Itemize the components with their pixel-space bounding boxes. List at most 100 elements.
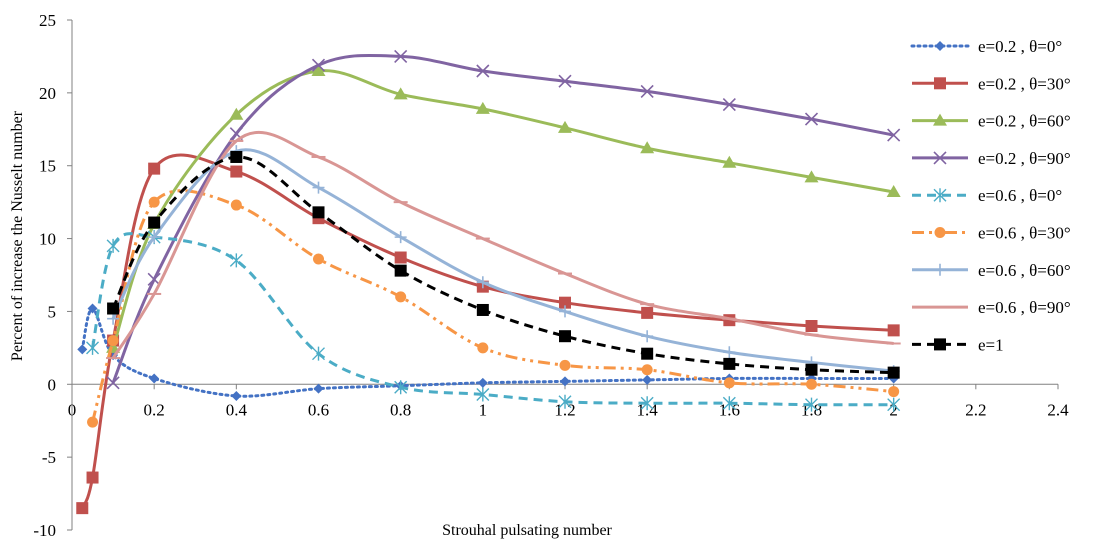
series-9-point — [723, 357, 736, 370]
series-3-line — [111, 69, 894, 349]
series-5-point — [312, 346, 325, 361]
series-4-point — [887, 128, 901, 142]
series-5-point — [805, 397, 818, 412]
legend-label: e=0.6 , θ=60° — [978, 261, 1071, 280]
series-4-point — [311, 58, 326, 72]
series-9 — [107, 150, 900, 379]
y-tick-label: -10 — [33, 521, 56, 540]
y-tick-label: -5 — [42, 448, 56, 467]
series-1-point — [642, 374, 653, 385]
legend-swatch-marker — [933, 151, 947, 165]
series-4-point — [804, 112, 819, 126]
series-7-point — [476, 276, 489, 289]
series-7-point — [107, 312, 120, 325]
y-tick-label: 5 — [48, 302, 57, 321]
legend-swatch-marker — [934, 227, 946, 238]
legend-swatch-marker — [934, 77, 946, 90]
x-tick-label: 0.4 — [226, 400, 248, 419]
series-2-point — [230, 165, 243, 178]
series-4-point — [394, 49, 408, 63]
legend-label: e=0.2 , θ=30° — [978, 74, 1071, 93]
x-tick-label: 2.4 — [1047, 400, 1069, 419]
legend-item-7: e=0.6 , θ=60° — [912, 261, 1071, 280]
series-1-point — [313, 383, 324, 394]
legend-label: e=0.6 , θ=0° — [978, 186, 1062, 205]
legend-swatch-marker — [934, 338, 946, 351]
series-9-point — [230, 150, 243, 163]
series-9-point — [559, 330, 571, 343]
series-6-point — [148, 196, 160, 208]
series-4 — [106, 49, 901, 390]
series-5-point — [722, 396, 736, 411]
x-tick-label: 0 — [68, 400, 77, 419]
series-4-point — [640, 84, 654, 98]
y-tick-label: 25 — [39, 11, 56, 30]
legend-item-6: e=0.6 , θ=30° — [912, 224, 1071, 243]
series-6-point — [559, 359, 571, 371]
legend-item-4: e=0.2 , θ=90° — [912, 149, 1071, 168]
series-9-point — [476, 303, 489, 316]
series-7-point — [394, 231, 407, 244]
series-9-point — [394, 264, 407, 277]
legend-label: e=1 — [978, 335, 1004, 354]
series-7 — [107, 145, 900, 378]
series-3-point — [804, 170, 819, 183]
series-6-point — [723, 377, 735, 389]
series-1-point — [477, 377, 488, 388]
series-4-point — [558, 74, 572, 88]
series-2-point — [86, 471, 99, 484]
legend-item-8: e=0.6 , θ=90° — [912, 298, 1071, 317]
legend-item-9: e=1 — [912, 335, 1004, 354]
series-4-point — [106, 376, 120, 390]
series-4-line — [111, 53, 894, 384]
series-5-point — [106, 238, 120, 253]
series-6-point — [477, 342, 489, 354]
series-1-point — [77, 344, 88, 355]
legend: e=0.2 , θ=0° e=0.2 , θ=30° e=0.2 , θ=60° e=… — [910, 37, 1071, 354]
series-3-point — [640, 141, 655, 154]
series-5-point — [558, 394, 572, 409]
x-axis-title: Strouhal pulsating number — [442, 522, 612, 539]
y-tick-label: 0 — [48, 375, 57, 394]
x-tick-label: 0.6 — [308, 400, 329, 419]
series-9-line — [111, 155, 894, 375]
series-7-point — [148, 231, 161, 244]
series-6-point — [641, 364, 653, 376]
series-2-point — [641, 306, 654, 319]
series-6-point — [313, 253, 324, 265]
series-1-point — [149, 373, 160, 384]
series-5-point — [887, 397, 901, 412]
series-6-point — [806, 378, 817, 390]
series-5-point — [229, 253, 243, 268]
series-6-point — [888, 386, 900, 398]
series-2-point — [805, 320, 818, 332]
legend-item-5: e=0.6 , θ=0° — [912, 186, 1062, 205]
legend-swatch-marker — [933, 188, 947, 203]
series-1-point — [560, 376, 570, 387]
y-tick-label: 10 — [39, 230, 56, 249]
series-2-point — [394, 251, 407, 264]
series-7-point — [641, 330, 654, 343]
series-3-point — [393, 87, 408, 100]
x-tick-label: 0.2 — [144, 400, 165, 419]
legend-label: e=0.2 , θ=60° — [978, 112, 1071, 131]
legend-swatch-marker — [934, 263, 946, 276]
series-7-point — [312, 181, 325, 194]
series-2-point — [887, 324, 900, 337]
series-1 — [77, 303, 899, 401]
x-tick-label: 2.2 — [965, 400, 986, 419]
legend-item-2: e=0.2 , θ=30° — [912, 74, 1071, 93]
series-7-point — [559, 305, 571, 318]
series-7-point — [723, 346, 736, 359]
series-3-point — [229, 107, 244, 120]
legend-label: e=0.2 , θ=90° — [978, 149, 1071, 168]
legend-swatch-marker — [935, 41, 945, 51]
series-6-point — [230, 199, 242, 211]
series-5-point — [640, 396, 654, 411]
series-8-line — [111, 130, 894, 359]
series-2-point — [76, 502, 89, 515]
series-9-point — [107, 302, 120, 315]
series-9-point — [805, 363, 818, 376]
series-7-line — [111, 148, 894, 373]
